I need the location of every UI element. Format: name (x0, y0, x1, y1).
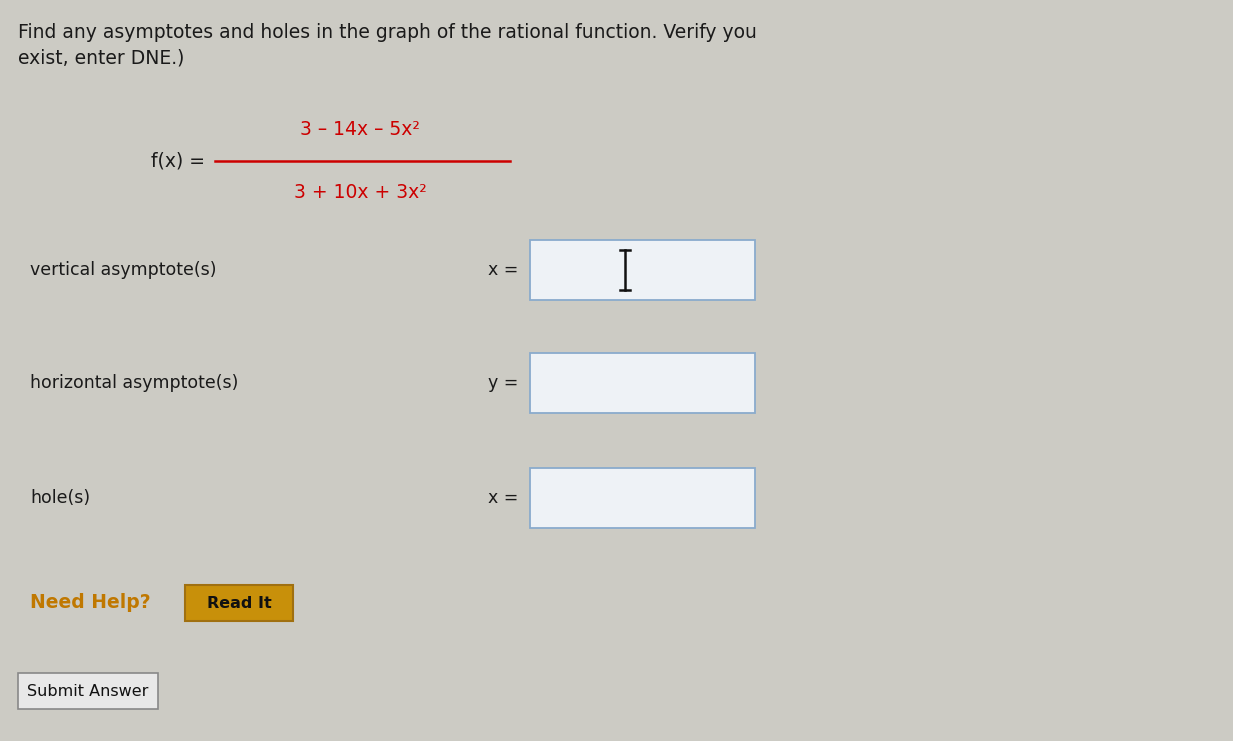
Text: y =: y = (487, 374, 518, 392)
Text: Read It: Read It (207, 596, 271, 611)
Text: horizontal asymptote(s): horizontal asymptote(s) (30, 374, 238, 392)
Text: 3 + 10x + 3x²: 3 + 10x + 3x² (293, 183, 427, 202)
Text: x =: x = (487, 489, 518, 507)
FancyBboxPatch shape (530, 240, 755, 300)
Text: 3 – 14x – 5x²: 3 – 14x – 5x² (300, 120, 420, 139)
FancyBboxPatch shape (185, 585, 293, 621)
Text: x =: x = (487, 261, 518, 279)
Text: Find any asymptotes and holes in the graph of the rational function. Verify you: Find any asymptotes and holes in the gra… (18, 23, 757, 42)
Text: hole(s): hole(s) (30, 489, 90, 507)
Text: vertical asymptote(s): vertical asymptote(s) (30, 261, 217, 279)
Text: exist, enter DNE.): exist, enter DNE.) (18, 48, 185, 67)
Text: Need Help?: Need Help? (30, 594, 150, 613)
Text: f(x) =: f(x) = (150, 151, 205, 170)
FancyBboxPatch shape (530, 353, 755, 413)
Text: Submit Answer: Submit Answer (27, 683, 149, 699)
FancyBboxPatch shape (530, 468, 755, 528)
FancyBboxPatch shape (18, 673, 158, 709)
